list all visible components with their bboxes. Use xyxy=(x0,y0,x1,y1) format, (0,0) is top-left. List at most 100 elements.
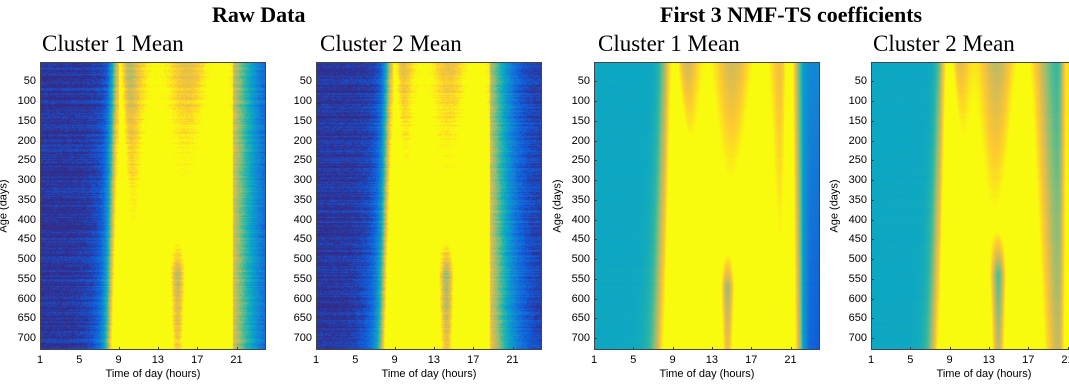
y-tick-label: 550 xyxy=(848,272,867,285)
x-tick-mark xyxy=(197,347,199,350)
y-tick-label: 450 xyxy=(293,233,312,246)
x-tick-label: 5 xyxy=(352,354,359,366)
x-tick-mark xyxy=(79,347,81,350)
y-tick-label: 700 xyxy=(571,332,590,345)
y-tick-label: 650 xyxy=(293,312,312,325)
y-tick-label: 550 xyxy=(293,272,312,285)
y-axis-label: Age (days) xyxy=(828,179,841,233)
x-tick-mark xyxy=(433,347,435,350)
y-tick-label: 350 xyxy=(17,193,36,206)
panel-title-1: Cluster 1 Mean xyxy=(42,31,184,56)
heatmap-image-2 xyxy=(316,62,542,350)
x-tick-label: 17 xyxy=(191,354,204,366)
y-tick-mark xyxy=(871,160,874,162)
y-tick-mark xyxy=(316,298,319,300)
y-tick-mark xyxy=(40,298,43,300)
x-axis-label: Time of day (hours) xyxy=(936,368,1032,380)
y-tick-mark xyxy=(40,180,43,182)
y-tick-label: 450 xyxy=(848,233,867,246)
x-tick-mark xyxy=(157,347,159,350)
y-tick-mark xyxy=(594,239,597,241)
x-tick-mark xyxy=(988,347,990,350)
x-tick-label: 1 xyxy=(590,354,598,366)
y-tick-label: 150 xyxy=(293,114,312,127)
panel-title-2: Cluster 2 Mean xyxy=(320,31,462,56)
x-axis-label: Time of day (hours) xyxy=(659,368,755,380)
y-tick-label: 300 xyxy=(571,174,590,187)
y-tick-label: 100 xyxy=(17,95,36,108)
heatmap-panel-1 xyxy=(40,62,266,350)
y-tick-mark xyxy=(871,298,874,300)
panel-title-3: Cluster 1 Mean xyxy=(598,31,740,56)
x-tick-mark xyxy=(949,347,951,350)
y-tick-mark xyxy=(40,338,43,340)
heatmap-image-1 xyxy=(40,62,266,350)
x-tick-label: 13 xyxy=(151,354,165,366)
y-tick-mark xyxy=(594,278,597,280)
y-tick-mark xyxy=(871,338,874,340)
y-tick-mark xyxy=(40,259,43,261)
y-tick-label: 450 xyxy=(17,233,36,246)
x-tick-mark xyxy=(40,347,41,350)
y-tick-label: 350 xyxy=(293,193,312,206)
y-tick-mark xyxy=(40,140,43,142)
y-tick-label: 650 xyxy=(848,312,867,325)
y-tick-mark xyxy=(40,278,43,280)
y-tick-mark xyxy=(594,318,597,320)
x-tick-label: 13 xyxy=(982,354,996,366)
y-tick-label: 550 xyxy=(571,272,590,285)
x-tick-label: 1 xyxy=(312,354,320,366)
y-tick-label: 400 xyxy=(848,213,867,226)
y-tick-label: 150 xyxy=(571,114,590,127)
y-tick-mark xyxy=(316,239,319,241)
y-tick-mark xyxy=(40,160,43,162)
x-tick-mark xyxy=(633,347,635,350)
x-axis-label: Time of day (hours) xyxy=(381,368,477,380)
y-tick-label: 350 xyxy=(571,193,590,206)
x-tick-label: 17 xyxy=(745,354,758,366)
y-tick-label: 50 xyxy=(854,75,867,88)
y-tick-label: 100 xyxy=(848,95,867,108)
y-tick-label: 400 xyxy=(17,213,36,226)
y-tick-label: 250 xyxy=(848,154,867,167)
y-tick-mark xyxy=(316,140,319,142)
y-tick-label: 500 xyxy=(17,253,36,266)
y-tick-mark xyxy=(40,318,43,320)
y-tick-mark xyxy=(594,140,597,142)
y-tick-mark xyxy=(594,160,597,162)
y-tick-mark xyxy=(871,101,874,103)
x-tick-mark xyxy=(1067,347,1069,350)
x-tick-mark xyxy=(1028,347,1030,350)
x-tick-mark xyxy=(512,347,514,350)
y-tick-mark xyxy=(40,219,43,221)
y-tick-label: 150 xyxy=(848,114,867,127)
y-tick-mark xyxy=(40,120,43,122)
heatmap-image-3 xyxy=(594,62,820,350)
y-tick-mark xyxy=(40,199,43,201)
x-tick-mark xyxy=(871,347,872,350)
y-tick-mark xyxy=(316,81,319,83)
x-tick-mark xyxy=(118,347,120,350)
y-tick-mark xyxy=(316,259,319,261)
panel-title-4: Cluster 2 Mean xyxy=(873,31,1015,56)
y-tick-mark xyxy=(594,338,597,340)
y-tick-mark xyxy=(316,219,319,221)
y-tick-label: 650 xyxy=(17,312,36,325)
x-tick-label: 9 xyxy=(391,354,398,366)
y-tick-mark xyxy=(316,160,319,162)
y-tick-mark xyxy=(871,140,874,142)
y-tick-label: 300 xyxy=(848,174,867,187)
y-tick-mark xyxy=(40,101,43,103)
x-tick-label: 21 xyxy=(1061,354,1069,366)
y-tick-label: 400 xyxy=(571,213,590,226)
y-axis-label: Age (days) xyxy=(551,179,564,233)
y-tick-label: 200 xyxy=(571,134,590,147)
y-tick-mark xyxy=(871,278,874,280)
heatmap-image-4 xyxy=(871,62,1069,350)
y-tick-label: 300 xyxy=(17,174,36,187)
y-tick-mark xyxy=(594,120,597,122)
y-tick-mark xyxy=(871,318,874,320)
x-tick-mark xyxy=(473,347,475,350)
y-tick-mark xyxy=(316,199,319,201)
y-tick-label: 200 xyxy=(293,134,312,147)
